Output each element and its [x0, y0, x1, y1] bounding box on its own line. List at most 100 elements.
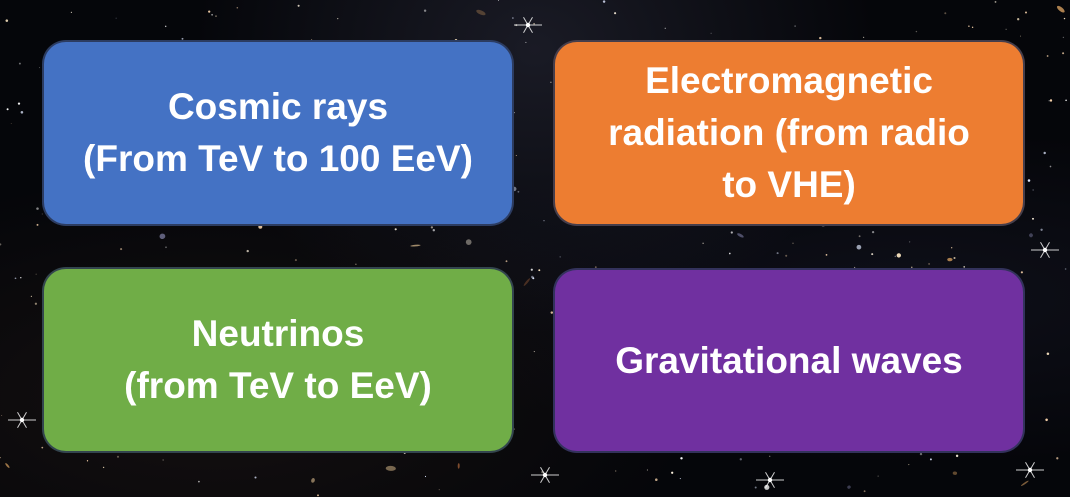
- star-dot: [34, 302, 38, 305]
- star-dot: [963, 266, 966, 268]
- star-dot: [211, 13, 214, 16]
- galaxy-smudge: [952, 471, 958, 475]
- star-dot: [764, 484, 770, 490]
- star-dot: [1043, 151, 1046, 155]
- star-dot: [559, 256, 561, 258]
- bright-star: [1031, 241, 1059, 259]
- star-dot: [20, 111, 24, 114]
- star-dot: [671, 471, 674, 474]
- star-dot: [680, 457, 683, 460]
- star-dot: [1032, 189, 1034, 191]
- star-dot: [862, 36, 865, 39]
- electromagnetic-radiation-label: Electromagnetic radiation (from radio to…: [608, 60, 970, 205]
- star-dot: [1046, 55, 1049, 57]
- galaxy-smudge: [947, 257, 953, 262]
- star-dot: [164, 25, 167, 28]
- star-dot: [1063, 17, 1066, 20]
- star-dot: [181, 37, 184, 40]
- star-dot: [785, 254, 788, 257]
- gravitational-waves-box: Gravitational waves: [553, 268, 1025, 453]
- star-dot: [1056, 457, 1059, 460]
- star-dot: [646, 469, 648, 471]
- star-dot: [517, 190, 520, 193]
- bright-star: [514, 16, 542, 34]
- star-dot: [894, 255, 897, 258]
- star-dot: [538, 269, 541, 272]
- star-dot: [424, 475, 427, 478]
- star-dot: [1025, 11, 1027, 14]
- star-dot: [615, 470, 617, 472]
- star-dot: [116, 455, 120, 458]
- star-dot: [41, 446, 44, 449]
- star-dot: [1027, 179, 1031, 182]
- star-dot: [533, 351, 535, 353]
- bright-star: [756, 471, 784, 489]
- star-dot: [614, 12, 617, 15]
- star-dot: [702, 242, 704, 244]
- star-dot: [10, 123, 12, 124]
- star-dot: [754, 486, 757, 489]
- bright-star: [531, 466, 559, 484]
- star-dot: [944, 12, 947, 15]
- star-dot: [215, 15, 217, 17]
- bright-star: [1016, 461, 1044, 479]
- star-dot: [550, 311, 554, 314]
- star-dot: [968, 25, 970, 27]
- star-dot: [909, 241, 911, 243]
- star-dot: [162, 459, 164, 461]
- star-dot: [1065, 99, 1067, 102]
- star-dot: [533, 22, 535, 25]
- star-dot: [41, 213, 43, 215]
- star-dot: [311, 39, 313, 41]
- star-dot: [198, 480, 200, 483]
- star-dot: [1049, 99, 1053, 102]
- star-dot: [36, 223, 39, 226]
- star-dot: [863, 490, 866, 493]
- star-dot: [0, 243, 2, 246]
- star-dot: [465, 239, 472, 245]
- star-dot: [1062, 36, 1065, 39]
- neutrinos-box: Neutrinos (from TeV to EeV): [42, 267, 514, 453]
- star-dot: [530, 268, 533, 271]
- star-dot: [769, 455, 771, 457]
- star-dot: [1062, 52, 1065, 55]
- star-dot: [532, 277, 535, 280]
- star-dot: [929, 458, 932, 461]
- galaxy-smudge: [523, 278, 531, 286]
- star-dot: [515, 154, 517, 157]
- star-dot: [655, 478, 658, 481]
- star-dot: [35, 273, 37, 275]
- galaxy-smudge: [1029, 233, 1033, 238]
- star-dot: [36, 207, 39, 210]
- star-dot: [505, 260, 508, 263]
- star-dot: [794, 25, 796, 27]
- star-dot: [254, 476, 257, 479]
- star-dot: [337, 17, 339, 20]
- star-dot: [1005, 28, 1007, 30]
- star-dot: [438, 489, 440, 491]
- galaxy-smudge: [1056, 5, 1065, 13]
- star-dot: [896, 253, 901, 258]
- star-dot: [971, 26, 974, 29]
- star-dot: [1045, 418, 1048, 422]
- galaxy-smudge: [311, 478, 315, 483]
- galaxy-smudge: [737, 233, 744, 238]
- star-dot: [543, 220, 545, 222]
- star-dot: [858, 235, 861, 238]
- star-dot: [430, 226, 434, 229]
- star-dot: [994, 0, 997, 3]
- galaxy-smudge: [476, 9, 486, 16]
- star-dot: [115, 17, 117, 19]
- star-dot: [594, 266, 597, 269]
- star-dot: [728, 252, 731, 255]
- star-dot: [602, 0, 606, 3]
- star-dot: [525, 41, 527, 43]
- star-dot: [792, 242, 794, 244]
- star-dot: [86, 460, 89, 462]
- electromagnetic-radiation-box: Electromagnetic radiation (from radio to…: [553, 40, 1025, 226]
- star-dot: [355, 263, 357, 265]
- star-dot: [1032, 217, 1034, 220]
- galaxy-smudge: [5, 463, 10, 468]
- galaxy-smudge: [457, 463, 460, 469]
